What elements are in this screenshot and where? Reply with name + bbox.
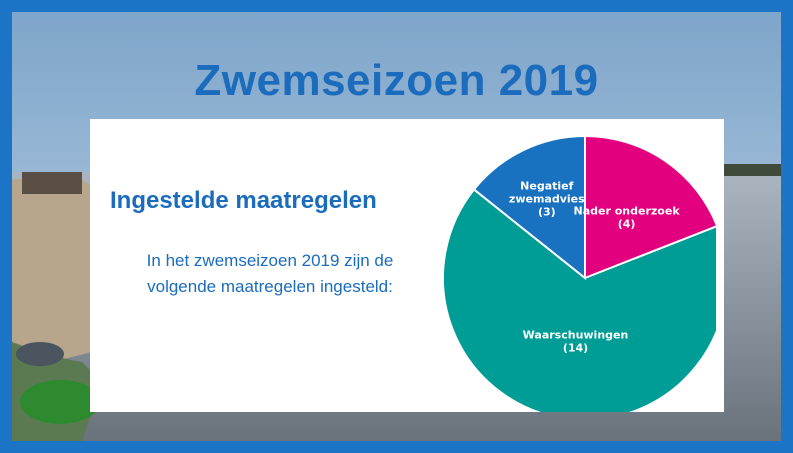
- pie-slice: [472, 134, 586, 281]
- pie-slice-label: Waarschuwingen: [523, 329, 629, 342]
- content-panel: Ingestelde maatregelen In het zwemseizoe…: [90, 119, 724, 412]
- slide-title: Zwemseizoen 2019: [194, 56, 599, 105]
- body-text: In het zwemseizoen 2019 zijn de volgende…: [146, 251, 394, 296]
- pie-slice: [442, 188, 716, 412]
- pie-slice-label: Nader onderzoek: [574, 205, 681, 218]
- pie-slice: [584, 134, 716, 280]
- pie-chart: Nader onderzoek(4) Waarschuwingen(14) Nega…: [442, 134, 716, 412]
- section-heading: Ingestelde maatregelen: [110, 187, 377, 214]
- pie-slice-label: zwemadvies: [509, 193, 585, 206]
- pie-value-label: (3): [538, 206, 556, 219]
- pie-value-label: (14): [563, 342, 588, 355]
- pie-value-label: (4): [618, 218, 636, 231]
- pie-slice-label: Negatief: [520, 180, 573, 193]
